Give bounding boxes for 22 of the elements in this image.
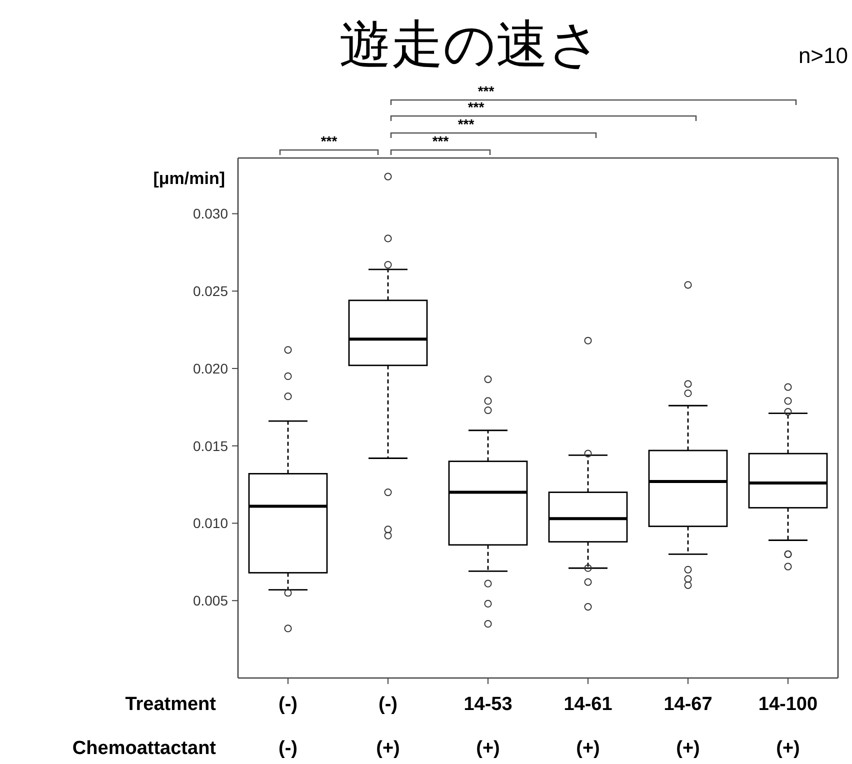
y-tick-label: 0.020	[192, 360, 228, 376]
category-label: 14-61 (+)	[564, 694, 612, 759]
text: Chemoattactant	[72, 738, 217, 759]
text: ***	[458, 116, 475, 132]
category-label: (-) (+)	[376, 694, 400, 759]
text: ***	[468, 99, 485, 115]
y-tick-label: 0.010	[192, 515, 228, 532]
text: ***	[320, 133, 338, 149]
text: ***	[432, 133, 450, 149]
y-tick-label: 0.005	[192, 592, 228, 609]
text: ***	[478, 83, 495, 99]
text: Treatment	[125, 694, 217, 715]
category-label: 14-53 (+)	[464, 694, 512, 759]
chart-title: 遊走の速さ	[339, 16, 601, 74]
y-tick-label: 0.030	[192, 206, 228, 222]
category-label: (-) (-)	[278, 694, 298, 759]
text: n>10	[798, 43, 848, 68]
y-tick-label: 0.025	[192, 283, 228, 300]
category-label: 14-67 (+)	[664, 694, 712, 759]
category-label: 14-100 (+)	[758, 694, 818, 759]
y-axis-title: [μm/min]	[153, 169, 225, 188]
y-tick-label: 0.015	[192, 438, 228, 454]
